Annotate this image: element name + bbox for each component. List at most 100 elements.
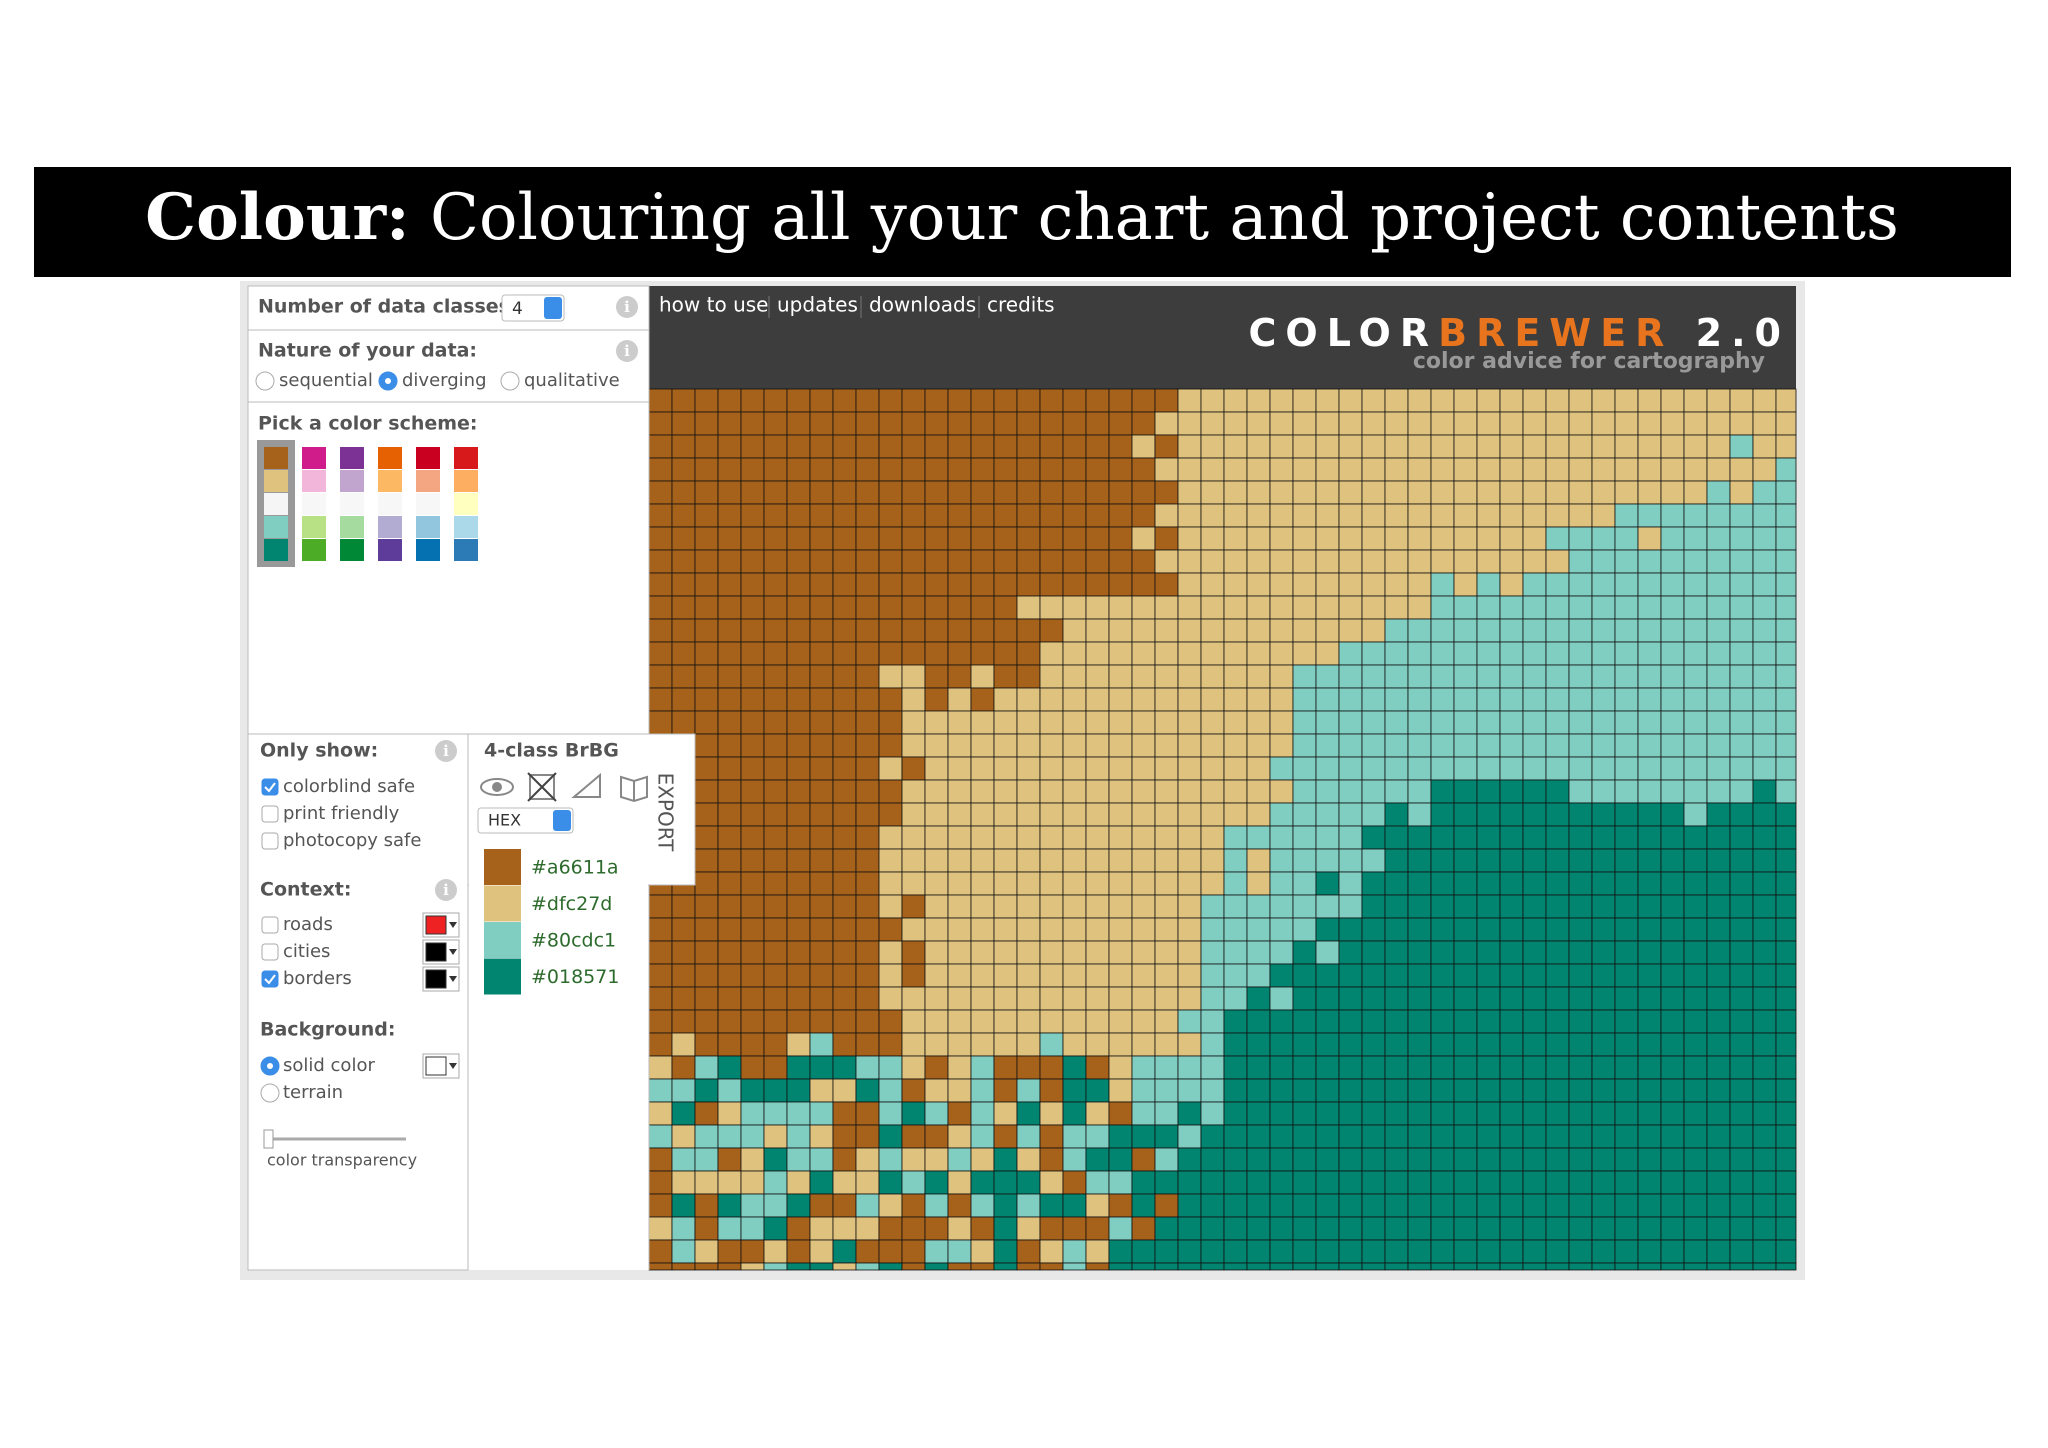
county [1591,733,1616,758]
swatch[interactable] [264,539,288,561]
county [1292,411,1317,436]
county [832,1262,857,1271]
county [1085,1055,1110,1080]
swatch[interactable] [416,470,440,492]
radio[interactable] [255,371,275,391]
swatch[interactable] [264,493,288,515]
swatch[interactable] [340,447,364,469]
county [901,871,926,896]
nav-link[interactable]: how to use [659,293,768,317]
county [1660,1170,1685,1195]
swatch[interactable] [416,447,440,469]
county [763,1239,788,1264]
county [1752,434,1777,459]
checkbox[interactable] [261,916,279,934]
checkbox[interactable] [261,943,279,961]
print-icon[interactable] [529,774,555,800]
county [694,411,719,436]
eye-icon[interactable] [480,778,514,796]
county [1591,618,1616,643]
swatch[interactable] [416,516,440,538]
swatch[interactable] [454,470,478,492]
radio[interactable] [500,371,520,391]
county [1246,618,1271,643]
swatch[interactable] [340,516,364,538]
county [1476,480,1501,505]
swatch[interactable] [302,539,326,561]
county [1062,802,1087,827]
swatch[interactable] [378,470,402,492]
county [1108,1078,1133,1103]
info-icon[interactable] [435,879,457,901]
county [1292,802,1317,827]
swatch[interactable] [302,447,326,469]
swatch[interactable] [302,516,326,538]
county [1039,756,1064,781]
checkbox[interactable] [261,832,279,850]
county [947,572,972,597]
info-icon[interactable] [435,740,457,762]
spinner[interactable] [553,810,571,831]
swatch[interactable] [378,447,402,469]
checkbox[interactable] [261,970,279,988]
county [924,986,949,1011]
county [832,388,857,413]
county [901,1078,926,1103]
county [1246,526,1271,551]
swatch[interactable] [340,493,364,515]
county [947,664,972,689]
context-label: Context: [260,879,351,901]
copy-icon[interactable] [571,772,601,798]
format-select[interactable] [477,807,574,834]
county [1660,963,1685,988]
swatch[interactable] [264,470,288,492]
slider-handle[interactable] [263,1129,274,1149]
county [1614,1239,1639,1264]
swatch[interactable] [340,470,364,492]
info-icon[interactable] [616,296,638,318]
checkbox[interactable] [261,805,279,823]
radio[interactable] [260,1083,280,1103]
county [1085,802,1110,827]
swatch[interactable] [340,539,364,561]
swatch[interactable] [454,447,478,469]
county [993,1193,1018,1218]
swatch[interactable] [302,493,326,515]
county [1775,618,1797,643]
county [1269,664,1294,689]
swatch[interactable] [264,516,288,538]
swatch[interactable] [378,516,402,538]
swatch[interactable] [378,493,402,515]
swatch[interactable] [264,447,288,469]
county [1637,963,1662,988]
county [1430,1101,1455,1126]
nav-link[interactable]: downloads [869,293,976,317]
book-icon[interactable] [620,775,648,803]
county [1085,825,1110,850]
swatch[interactable] [416,493,440,515]
swatch[interactable] [454,493,478,515]
county [717,733,742,758]
swatch[interactable] [302,470,326,492]
nav-link[interactable]: credits [987,293,1055,317]
nav-link[interactable]: updates [777,293,858,317]
swatch[interactable] [416,539,440,561]
county [1407,1009,1432,1034]
county [717,1147,742,1172]
swatch[interactable] [454,539,478,561]
spinner[interactable] [544,297,562,319]
county [1154,1055,1179,1080]
checkbox[interactable] [261,778,279,796]
county [1338,894,1363,919]
county [1384,503,1409,528]
export-tab[interactable]: EXPORT [654,773,678,853]
swatch[interactable] [454,516,478,538]
info-icon[interactable] [616,340,638,362]
swatch[interactable] [378,539,402,561]
county [1085,687,1110,712]
county [717,871,742,896]
county [717,894,742,919]
county [878,733,903,758]
county [1338,1147,1363,1172]
county [1108,1147,1133,1172]
